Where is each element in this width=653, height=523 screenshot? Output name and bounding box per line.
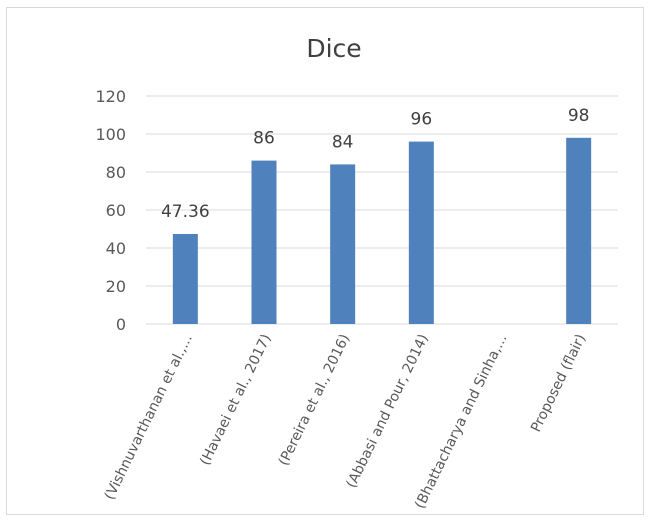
data-label: 84 bbox=[332, 132, 354, 152]
bar bbox=[172, 234, 198, 324]
data-labels: 47.36 86 84 96 98 bbox=[161, 106, 589, 222]
gridlines bbox=[146, 95, 618, 325]
category-label: (Abbasi and Pour, 2014) bbox=[343, 332, 431, 491]
y-tick-label: 100 bbox=[95, 125, 126, 144]
data-label: 86 bbox=[253, 129, 275, 149]
category-label: (Vishnuvarthanan et al.,... bbox=[102, 332, 196, 503]
category-label: Proposed (flair) bbox=[528, 332, 589, 435]
y-tick-label: 20 bbox=[106, 277, 126, 296]
bars bbox=[172, 137, 592, 324]
data-label: 98 bbox=[568, 106, 590, 126]
x-axis-categories: (Vishnuvarthanan et al.,... (Havaei et al… bbox=[102, 332, 590, 512]
y-tick-label: 0 bbox=[116, 315, 126, 334]
y-tick-label: 60 bbox=[106, 201, 126, 220]
y-tick-label: 120 bbox=[95, 87, 126, 106]
chart-frame bbox=[6, 7, 644, 515]
bar bbox=[330, 164, 356, 324]
bar bbox=[251, 160, 277, 324]
bar bbox=[408, 141, 434, 324]
y-axis-ticks: 0 20 40 60 80 100 120 bbox=[95, 87, 126, 334]
y-tick-label: 40 bbox=[106, 239, 126, 258]
bar bbox=[566, 137, 592, 324]
data-label: 47.36 bbox=[161, 202, 210, 222]
category-label: (Bhattacharya and Sinha,... bbox=[412, 332, 511, 512]
y-tick-label: 80 bbox=[106, 163, 126, 182]
chart-title: Dice bbox=[306, 34, 361, 63]
category-label: (Havaei et al., 2017) bbox=[197, 332, 274, 468]
data-label: 96 bbox=[411, 110, 433, 130]
category-label: (Pereira et al., 2016) bbox=[276, 332, 354, 469]
